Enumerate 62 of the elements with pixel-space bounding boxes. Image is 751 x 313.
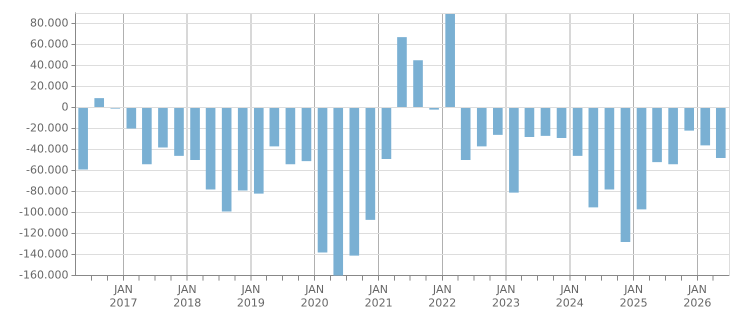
bar xyxy=(524,108,534,137)
x-tick-label: JAN 2020 xyxy=(300,283,329,310)
y-tick-label: -140.000 xyxy=(18,247,68,260)
bar xyxy=(588,108,598,208)
bar xyxy=(716,108,726,158)
bar xyxy=(476,108,487,146)
bar xyxy=(94,98,104,108)
bar xyxy=(413,60,423,108)
y-tick-label: 0 xyxy=(61,100,68,114)
x-tick-label: JAN 2018 xyxy=(173,283,202,310)
y-tick-label: -60.000 xyxy=(26,163,68,176)
x-tick-label: JAN 2017 xyxy=(109,283,138,310)
y-tick-label: -120.000 xyxy=(18,226,68,240)
bar xyxy=(445,14,455,108)
bar xyxy=(382,108,392,160)
y-tick-label: 40.000 xyxy=(30,58,68,72)
bar xyxy=(142,108,152,164)
bar xyxy=(572,108,582,156)
bar xyxy=(556,108,566,138)
x-tick-label: JAN 2023 xyxy=(492,283,520,310)
bar xyxy=(604,108,614,190)
y-tick-label: -80.000 xyxy=(26,184,68,198)
x-tick-label: JAN 2022 xyxy=(428,283,456,310)
bar xyxy=(540,108,550,136)
bar xyxy=(222,108,232,212)
bar xyxy=(668,108,678,164)
bar xyxy=(254,108,264,194)
bar xyxy=(636,108,646,210)
bar xyxy=(126,108,136,129)
bar xyxy=(78,108,88,170)
bar xyxy=(684,108,694,131)
y-tick-label: -20.000 xyxy=(26,121,68,134)
bar xyxy=(333,108,344,276)
bar xyxy=(652,108,662,162)
bar xyxy=(700,108,710,146)
bar xyxy=(286,108,296,164)
y-tick-label: 20.000 xyxy=(30,79,68,92)
y-tick-label: -160.000 xyxy=(18,268,68,282)
bar xyxy=(158,108,168,148)
bar xyxy=(270,108,280,146)
bar xyxy=(190,108,200,160)
bar xyxy=(238,108,248,191)
y-tick-label: 60.000 xyxy=(30,37,68,50)
bar xyxy=(620,108,630,242)
bar xyxy=(174,108,184,156)
x-tick-label: JAN 2021 xyxy=(364,283,393,310)
y-tick-label: -40.000 xyxy=(26,142,68,156)
bar xyxy=(302,108,312,162)
bar xyxy=(460,108,471,160)
x-tick-label: JAN 2019 xyxy=(236,283,265,310)
bar xyxy=(366,108,376,220)
bar xyxy=(349,108,360,256)
x-tick-label: JAN 2025 xyxy=(620,283,648,310)
bar xyxy=(206,108,216,190)
x-tick-label: JAN 2024 xyxy=(556,283,584,310)
y-tick-label: 80.000 xyxy=(30,16,68,30)
bar xyxy=(493,108,503,135)
bar xyxy=(318,108,328,252)
bar xyxy=(397,37,407,108)
x-tick-label: JAN 2026 xyxy=(683,283,712,310)
y-tick-label: -100.000 xyxy=(18,205,68,218)
bar xyxy=(509,108,519,193)
